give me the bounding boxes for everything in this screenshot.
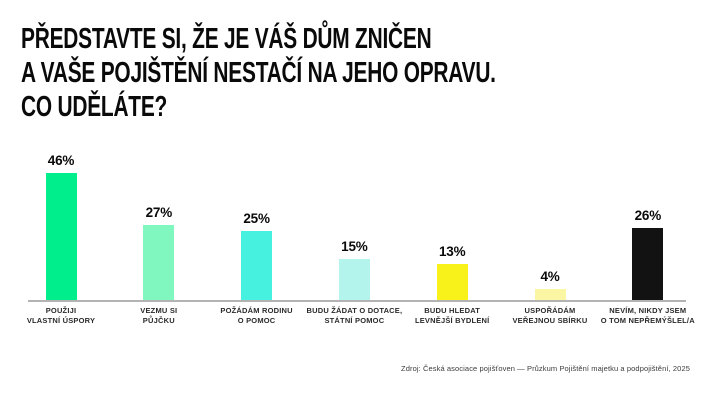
bar-category-label-line: POŽÁDÁM RODINU xyxy=(220,306,293,315)
bar-category-label: POŽÁDÁM RODINU O POMOC xyxy=(202,306,312,326)
bar xyxy=(241,231,273,300)
bar-category-label: VEZMU SI PŮJČKU xyxy=(104,306,214,326)
bar xyxy=(143,225,175,300)
bar-category-label-line: O POMOC xyxy=(237,316,276,325)
bar-group: 4% USPOŘÁDÁM VEŘEJNOU SBÍRKU xyxy=(495,145,605,400)
bar-group: 13% BUDU HLEDAT LEVNĚJŠÍ BYDLENÍ xyxy=(397,145,507,400)
x-axis-baseline xyxy=(28,300,686,302)
bar-value-label: 27% xyxy=(145,205,173,220)
bar-category-label-line: NEVÍM, NIKDY JSEM xyxy=(609,306,687,315)
bar xyxy=(338,259,370,300)
bar-group: 46% POUŽIJI VLASTNÍ ÚSPORY xyxy=(6,145,116,400)
bar-category-label-line: LEVNĚJŠÍ BYDLENÍ xyxy=(414,316,490,325)
bar-group: 26% NEVÍM, NIKDY JSEM O TOM NEPŘEMÝŠLEL/A xyxy=(593,145,703,400)
bar-value-label: 13% xyxy=(438,244,466,259)
bar-category-label: POUŽIJI VLASTNÍ ÚSPORY xyxy=(6,306,116,326)
bar-category-label-line: VEŘEJNOU SBÍRKU xyxy=(512,316,588,325)
bar-category-label-line: BUDU ŽÁDAT O DOTACE, xyxy=(306,306,403,315)
bar-value-label: 25% xyxy=(243,211,270,226)
bar-value-label: 4% xyxy=(540,269,560,284)
bar-group: 27% VEZMU SI PŮJČKU xyxy=(104,145,214,400)
chart-title-line-2: A VAŠE POJIŠTĚNÍ NESTAČÍ NA JEHO OPRAVU. xyxy=(21,57,496,89)
bar-category-label-line: VEZMU SI xyxy=(140,306,178,315)
bar xyxy=(45,173,77,300)
source-attribution: Zdroj: Česká asociace pojišťoven — Průzk… xyxy=(401,364,690,373)
bar-value-label: 46% xyxy=(47,153,75,168)
bar-category-label: BUDU ŽÁDAT O DOTACE, STÁTNÍ POMOC xyxy=(299,306,409,326)
bar-category-label-line: POUŽIJI xyxy=(45,306,77,315)
bar-category-label: BUDU HLEDAT LEVNĚJŠÍ BYDLENÍ xyxy=(397,306,507,326)
bar-category-label: USPOŘÁDÁM VEŘEJNOU SBÍRKU xyxy=(495,306,605,326)
bar-category-label-line: BUDU HLEDAT xyxy=(424,306,481,315)
bar-category-label: NEVÍM, NIKDY JSEM O TOM NEPŘEMÝŠLEL/A xyxy=(593,306,703,326)
chart-title: PŘEDSTAVTE SI, ŽE JE VÁŠ DŮM ZNIČEN A VA… xyxy=(21,22,680,124)
chart-title-line-1: PŘEDSTAVTE SI, ŽE JE VÁŠ DŮM ZNIČEN xyxy=(21,23,432,55)
bar-category-label-line: PŮJČKU xyxy=(142,316,175,325)
chart-title-line-3: CO UDĚLÁTE? xyxy=(21,91,168,123)
bar-category-label-line: USPOŘÁDÁM xyxy=(524,306,576,315)
bar xyxy=(632,228,664,300)
bar-group: 25% POŽÁDÁM RODINU O POMOC xyxy=(202,145,312,400)
bar-category-label-line: STÁTNÍ POMOC xyxy=(324,316,385,325)
bar xyxy=(436,264,468,300)
bar-category-label-line: VLASTNÍ ÚSPORY xyxy=(26,316,96,325)
bar-value-label: 26% xyxy=(634,208,662,223)
bar-category-label-line: O TOM NEPŘEMÝŠLEL/A xyxy=(600,316,695,325)
bar-chart: 46% POUŽIJI VLASTNÍ ÚSPORY 27% VEZMU SI PŮJČK… xyxy=(0,145,713,400)
bar xyxy=(534,289,566,300)
bar-group: 15% BUDU ŽÁDAT O DOTACE, STÁTNÍ POMOC xyxy=(299,145,409,400)
bar-value-label: 15% xyxy=(341,239,368,254)
